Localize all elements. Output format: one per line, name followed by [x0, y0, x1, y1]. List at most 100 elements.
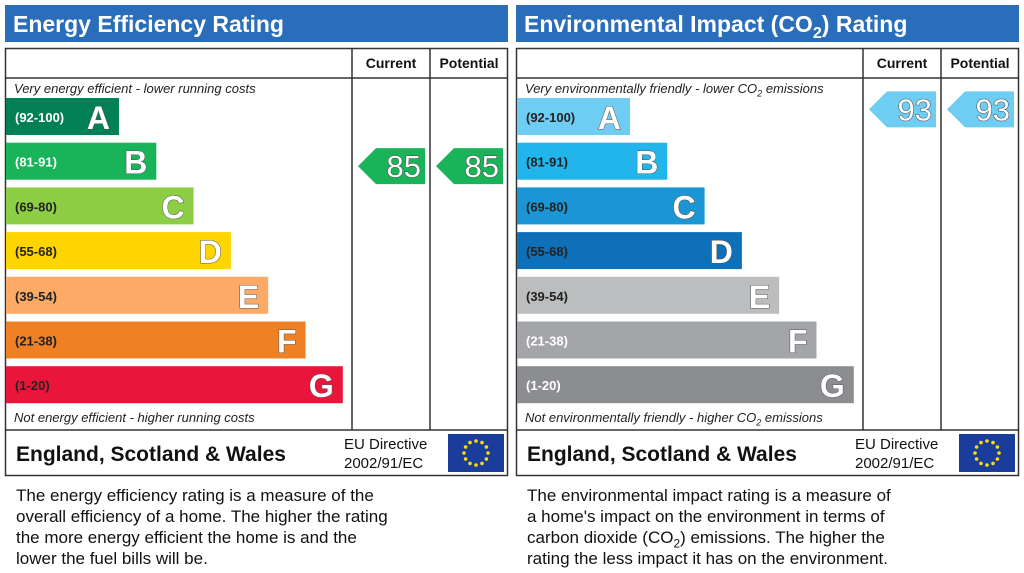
- eu-star: [979, 440, 983, 445]
- description-line: The environmental impact rating is a mea…: [527, 486, 891, 505]
- band-range: (21-38): [526, 334, 568, 349]
- description-line: rating the less impact it has on the env…: [527, 549, 888, 568]
- band-range: (1-20): [15, 378, 50, 393]
- rating-arrow: [947, 91, 1014, 128]
- band-letter: F: [277, 324, 297, 360]
- eu-star: [484, 457, 489, 461]
- description-line-part: a home's impact on the environment in te…: [527, 507, 885, 526]
- band-letter: D: [199, 234, 222, 270]
- directive: EU Directive: [855, 436, 938, 453]
- eu-star: [474, 439, 478, 443]
- eu-star: [985, 439, 989, 443]
- description-line: lower the fuel bills will be.: [16, 549, 208, 568]
- description-line-part: The environmental impact rating is a mea…: [527, 486, 891, 505]
- band-letter: A: [598, 100, 621, 136]
- eu-star: [991, 440, 995, 445]
- band-range: (55-68): [15, 244, 57, 259]
- band-range: (1-20): [526, 378, 561, 393]
- rating-arrow: [358, 148, 425, 185]
- panel-title-part: Energy Efficiency Rating: [13, 11, 284, 37]
- top-note-part: Very environmentally friendly - lower CO: [525, 81, 757, 96]
- description-line: a home's impact on the environment in te…: [527, 507, 885, 526]
- top-note-part: Very energy efficient - lower running co…: [14, 81, 256, 96]
- description-line-sub: 2: [673, 536, 680, 550]
- description-line-part: ) emissions. The higher the: [680, 528, 885, 547]
- frame: [515, 47, 1020, 477]
- title-bar: [516, 5, 1019, 42]
- eu-star: [974, 445, 979, 449]
- eu-star: [463, 445, 468, 449]
- eu-star: [974, 457, 979, 461]
- band-range: (21-38): [15, 334, 57, 349]
- description-line: the more energy efficient the home is an…: [16, 528, 357, 547]
- band-bar: [517, 142, 668, 180]
- bottom-note-part: Not energy efficient - higher running co…: [14, 410, 255, 425]
- band-bar: [6, 187, 194, 225]
- description-line-part: lower the fuel bills will be.: [16, 549, 208, 568]
- eu-star: [468, 461, 472, 466]
- band-range: (69-80): [15, 199, 57, 214]
- eu-star: [486, 451, 490, 455]
- band-bar: [517, 232, 742, 270]
- bottom-note-part: emissions: [761, 410, 823, 425]
- band-bar: [6, 276, 269, 314]
- band-range: (81-91): [15, 155, 57, 170]
- eu-star: [991, 461, 995, 466]
- eu-star: [462, 451, 466, 455]
- description-line-part: carbon dioxide (CO: [527, 528, 673, 547]
- column-header: Potential: [950, 55, 1009, 71]
- band-bar: [6, 142, 157, 180]
- bottom-note: Not environmentally friendly - higher CO…: [525, 410, 823, 427]
- rating-arrow: [869, 91, 936, 128]
- description-line-part: rating the less impact it has on the env…: [527, 549, 888, 568]
- column-header: Potential: [439, 55, 498, 71]
- band-letter: B: [635, 145, 658, 181]
- panel-title: Energy Efficiency Rating: [13, 11, 284, 37]
- description-line: overall efficiency of a home. The higher…: [16, 507, 388, 526]
- rating-value: 93: [898, 92, 932, 127]
- country: England, Scotland & Wales: [16, 443, 286, 466]
- band-letter: B: [124, 145, 147, 181]
- description-line-part: overall efficiency of a home. The higher…: [16, 507, 388, 526]
- top-note-sub: 2: [756, 88, 762, 98]
- band-letter: A: [87, 100, 110, 136]
- description-line-part: The energy efficiency rating is a measur…: [16, 486, 374, 505]
- band-range: (39-54): [15, 289, 57, 304]
- top-note: Very environmentally friendly - lower CO…: [525, 81, 824, 98]
- band-range: (81-91): [526, 155, 568, 170]
- band-bar: [6, 98, 119, 135]
- top-note: Very energy efficient - lower running co…: [14, 81, 256, 96]
- band-letter: E: [749, 279, 770, 315]
- rating-value: 85: [465, 149, 499, 184]
- band-bar: [517, 98, 630, 135]
- title-bar: [5, 5, 508, 42]
- bottom-note-sub: 2: [755, 417, 761, 427]
- eu-star: [468, 440, 472, 445]
- column-header: Current: [877, 55, 928, 71]
- frame: [4, 47, 509, 477]
- bottom-note-part: Not environmentally friendly - higher CO: [525, 410, 756, 425]
- description-line-part: the more energy efficient the home is an…: [16, 528, 357, 547]
- band-bar: [6, 232, 231, 270]
- rating-value: 93: [976, 92, 1010, 127]
- band-bar: [6, 366, 343, 404]
- panel-title-part: ) Rating: [822, 11, 908, 37]
- column-header: Current: [366, 55, 417, 71]
- directive: 2002/91/EC: [344, 455, 423, 472]
- eu-star: [973, 451, 977, 455]
- band-bar: [517, 187, 705, 225]
- eu-star: [474, 463, 478, 467]
- band-letter: C: [672, 189, 695, 225]
- band-range: (92-100): [15, 110, 64, 125]
- band-range: (92-100): [526, 110, 575, 125]
- band-bar: [6, 321, 306, 359]
- band-letter: D: [710, 234, 733, 270]
- band-letter: G: [820, 368, 845, 404]
- panel-title: Environmental Impact (CO2) Rating: [524, 11, 907, 42]
- directive: 2002/91/EC: [855, 455, 934, 472]
- eu-star: [463, 457, 468, 461]
- band-letter: G: [309, 368, 334, 404]
- rating-arrow: [436, 148, 503, 185]
- band-bar: [517, 366, 854, 404]
